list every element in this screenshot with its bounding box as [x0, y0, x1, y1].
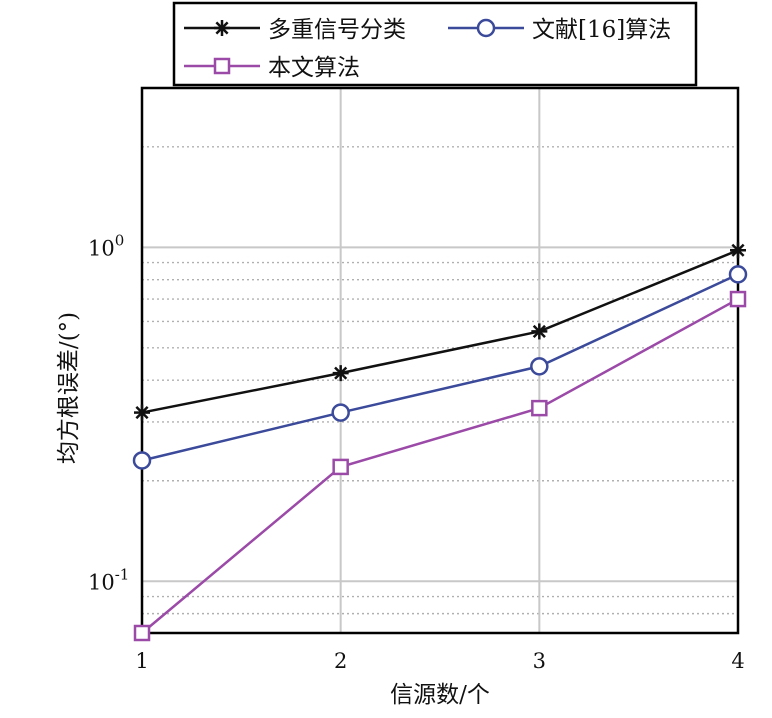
legend: 多重信号分类 文献[16]算法 本文算法 [172, 1, 698, 87]
series-line-1 [141, 273, 739, 462]
asterisk-stroke [215, 21, 229, 35]
data-point-1-1 [331, 403, 350, 422]
data-point-2-0 [133, 624, 151, 642]
legend-marker-shape-1 [476, 18, 496, 38]
series-layer [132, 242, 748, 642]
legend-marker-circle-icon [476, 18, 496, 38]
x-axis-label: 信源数/个 [390, 682, 490, 708]
series-2 [133, 290, 747, 642]
legend-marker-square-icon [213, 57, 231, 75]
legend-box [172, 1, 698, 87]
legend-marker-shape-0 [214, 20, 230, 36]
asterisk-stroke [334, 366, 348, 380]
data-point-0-2 [531, 323, 548, 340]
legend-entry-reference16: 文献[16]算法 [448, 17, 671, 43]
data-point-2-2 [531, 399, 548, 417]
asterisk-stroke [532, 324, 546, 338]
legend-marker-shape-2 [213, 57, 231, 75]
data-point-0-3 [730, 242, 746, 259]
data-point-1-2 [530, 357, 549, 376]
x-tick-label: 1 [135, 649, 148, 673]
legend-label-proposed: 本文算法 [268, 55, 360, 81]
grid [141, 87, 739, 634]
legend-label-multi-signal: 多重信号分类 [268, 17, 406, 43]
asterisk-stroke [731, 243, 745, 257]
y-tick-label: 100 [88, 231, 124, 260]
series-0 [134, 242, 746, 421]
tick-labels: 1 2 3 4 10-1 100 [88, 231, 745, 673]
y-tick-label: 10-1 [88, 565, 129, 594]
legend-entry-multi-signal: 多重信号分类 [184, 17, 406, 43]
series-line-0 [141, 249, 739, 414]
series-1 [132, 265, 748, 470]
y-axis-label: 均方根误差/(°) [56, 312, 82, 464]
data-point-1-3 [728, 265, 748, 284]
legend-entry-proposed: 本文算法 [184, 55, 360, 81]
x-tick-label: 2 [334, 649, 347, 673]
asterisk-stroke [135, 406, 149, 420]
series-line-2 [141, 297, 739, 634]
x-tick-label: 4 [731, 649, 744, 673]
data-point-0-0 [134, 404, 150, 421]
plot-frame [140, 86, 740, 635]
data-point-0-1 [332, 365, 349, 382]
data-point-2-1 [332, 458, 349, 476]
data-point-1-0 [132, 451, 152, 470]
legend-label-reference16: 文献[16]算法 [532, 17, 671, 43]
x-tick-label: 3 [533, 649, 546, 673]
legend-marker-asterisk-icon [214, 20, 230, 36]
data-point-2-3 [729, 290, 747, 308]
